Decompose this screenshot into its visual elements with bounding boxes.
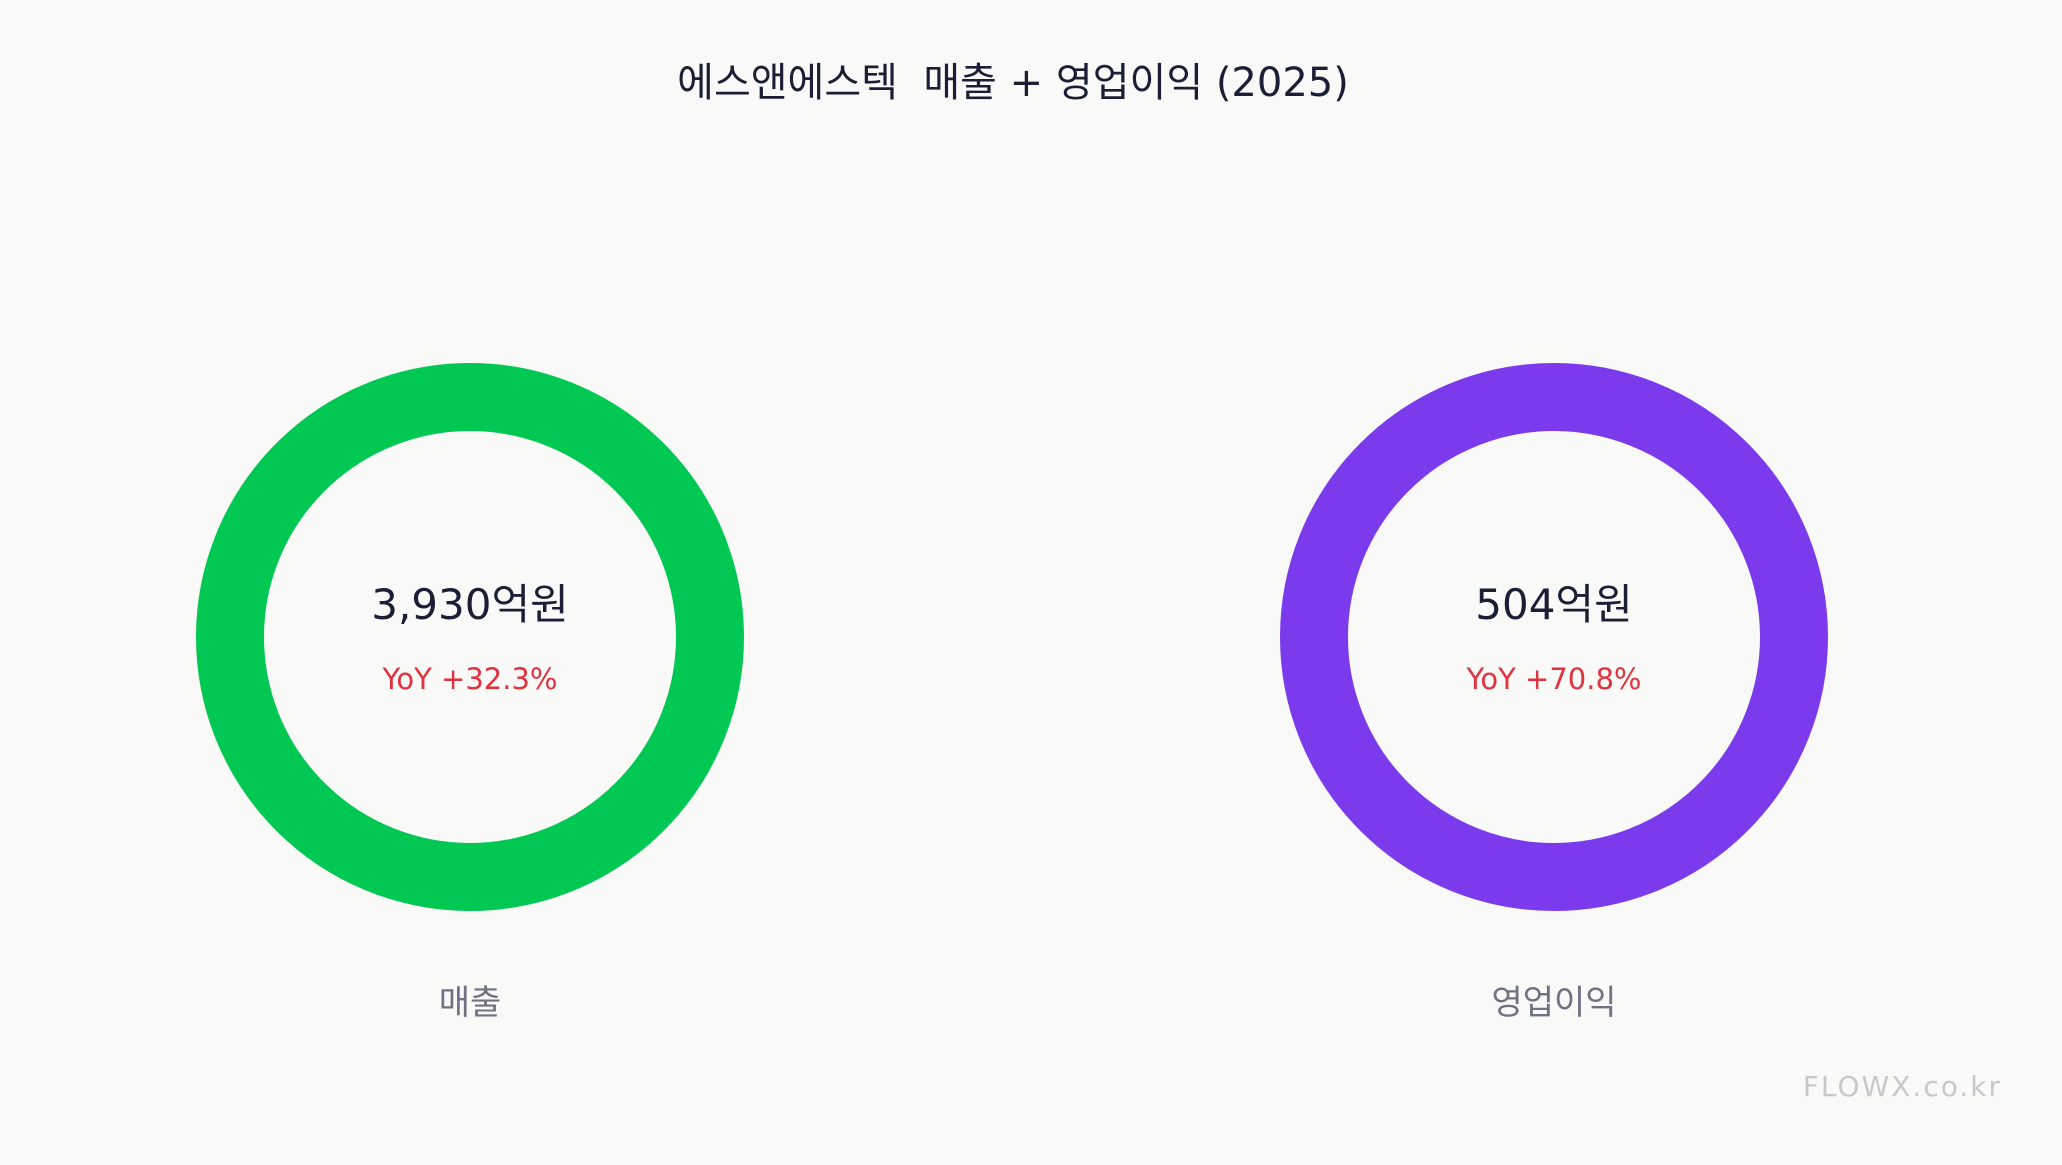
value-label-revenue: 3,930억원 [371, 580, 569, 629]
yoy-label-revenue: YoY +32.3% [382, 662, 558, 696]
donut-chart-revenue [196, 363, 744, 911]
chart-title: 에스앤에스텍 매출 + 영업이익 (2025) [677, 60, 1349, 106]
watermark-logo: FLOWX.co.kr [1802, 1070, 2002, 1103]
donut-operating-profit: 504억원 YoY +70.8% 영업이익 [1274, 357, 1834, 1023]
metric-label-operating-profit: 영업이익 [1491, 983, 1617, 1023]
donut-ring-revenue [196, 363, 744, 911]
metric-label-revenue: 매출 [438, 983, 502, 1023]
donut-ring-operating-profit [1280, 363, 1828, 911]
donut-revenue: 3,930억원 YoY +32.3% 매출 [190, 357, 750, 1023]
donut-chart-operating-profit [1280, 363, 1828, 911]
value-label-operating-profit: 504억원 [1475, 580, 1633, 629]
yoy-label-operating-profit: YoY +70.8% [1466, 662, 1642, 696]
